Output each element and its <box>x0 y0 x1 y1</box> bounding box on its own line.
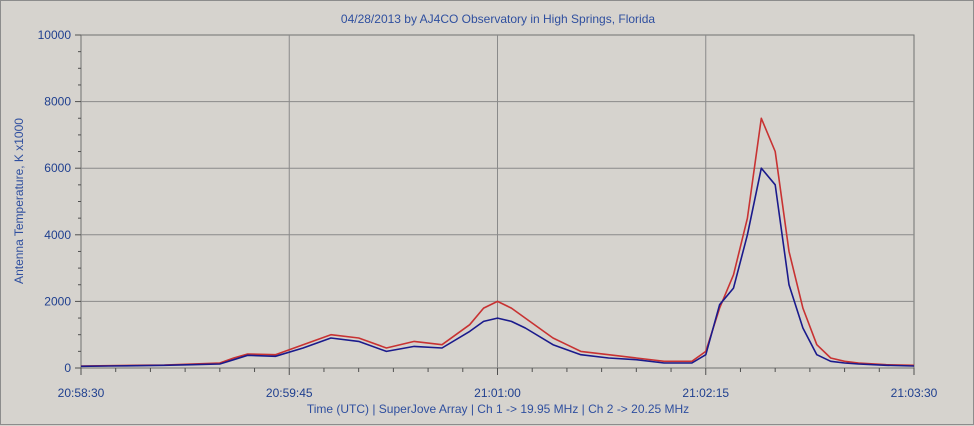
x-tick-label: 21:02:15 <box>682 386 729 400</box>
x-tick-label: 21:01:00 <box>474 386 521 400</box>
y-axis-ticks: 0 2000 4000 6000 8000 10000 <box>38 28 72 375</box>
y-tick-label: 8000 <box>44 95 71 109</box>
y-tick-label: 2000 <box>44 294 71 308</box>
x-tick-label: 20:58:30 <box>58 386 105 400</box>
series-layer <box>80 117 915 368</box>
y-tick-label: 0 <box>64 361 71 375</box>
grid <box>81 35 914 368</box>
x-axis-label: Time (UTC) | SuperJove Array | Ch 1 -> 1… <box>307 402 689 416</box>
series-line-1 <box>80 117 915 367</box>
x-tick-label: 20:59:45 <box>266 386 313 400</box>
x-tick-label: 21:03:30 <box>891 386 938 400</box>
y-tick-label: 4000 <box>44 228 71 242</box>
x-axis-ticks: 20:58:30 20:59:45 21:01:00 21:02:15 21:03:30 <box>58 386 938 400</box>
series-line-2 <box>80 167 915 368</box>
chart-title: 04/28/2013 by AJ4CO Observatory in High … <box>341 12 655 26</box>
minor-ticks <box>75 34 915 375</box>
y-tick-label: 6000 <box>44 161 71 175</box>
y-tick-label: 10000 <box>38 28 72 42</box>
y-axis-label: Antenna Temperature, K x1000 <box>12 118 26 284</box>
